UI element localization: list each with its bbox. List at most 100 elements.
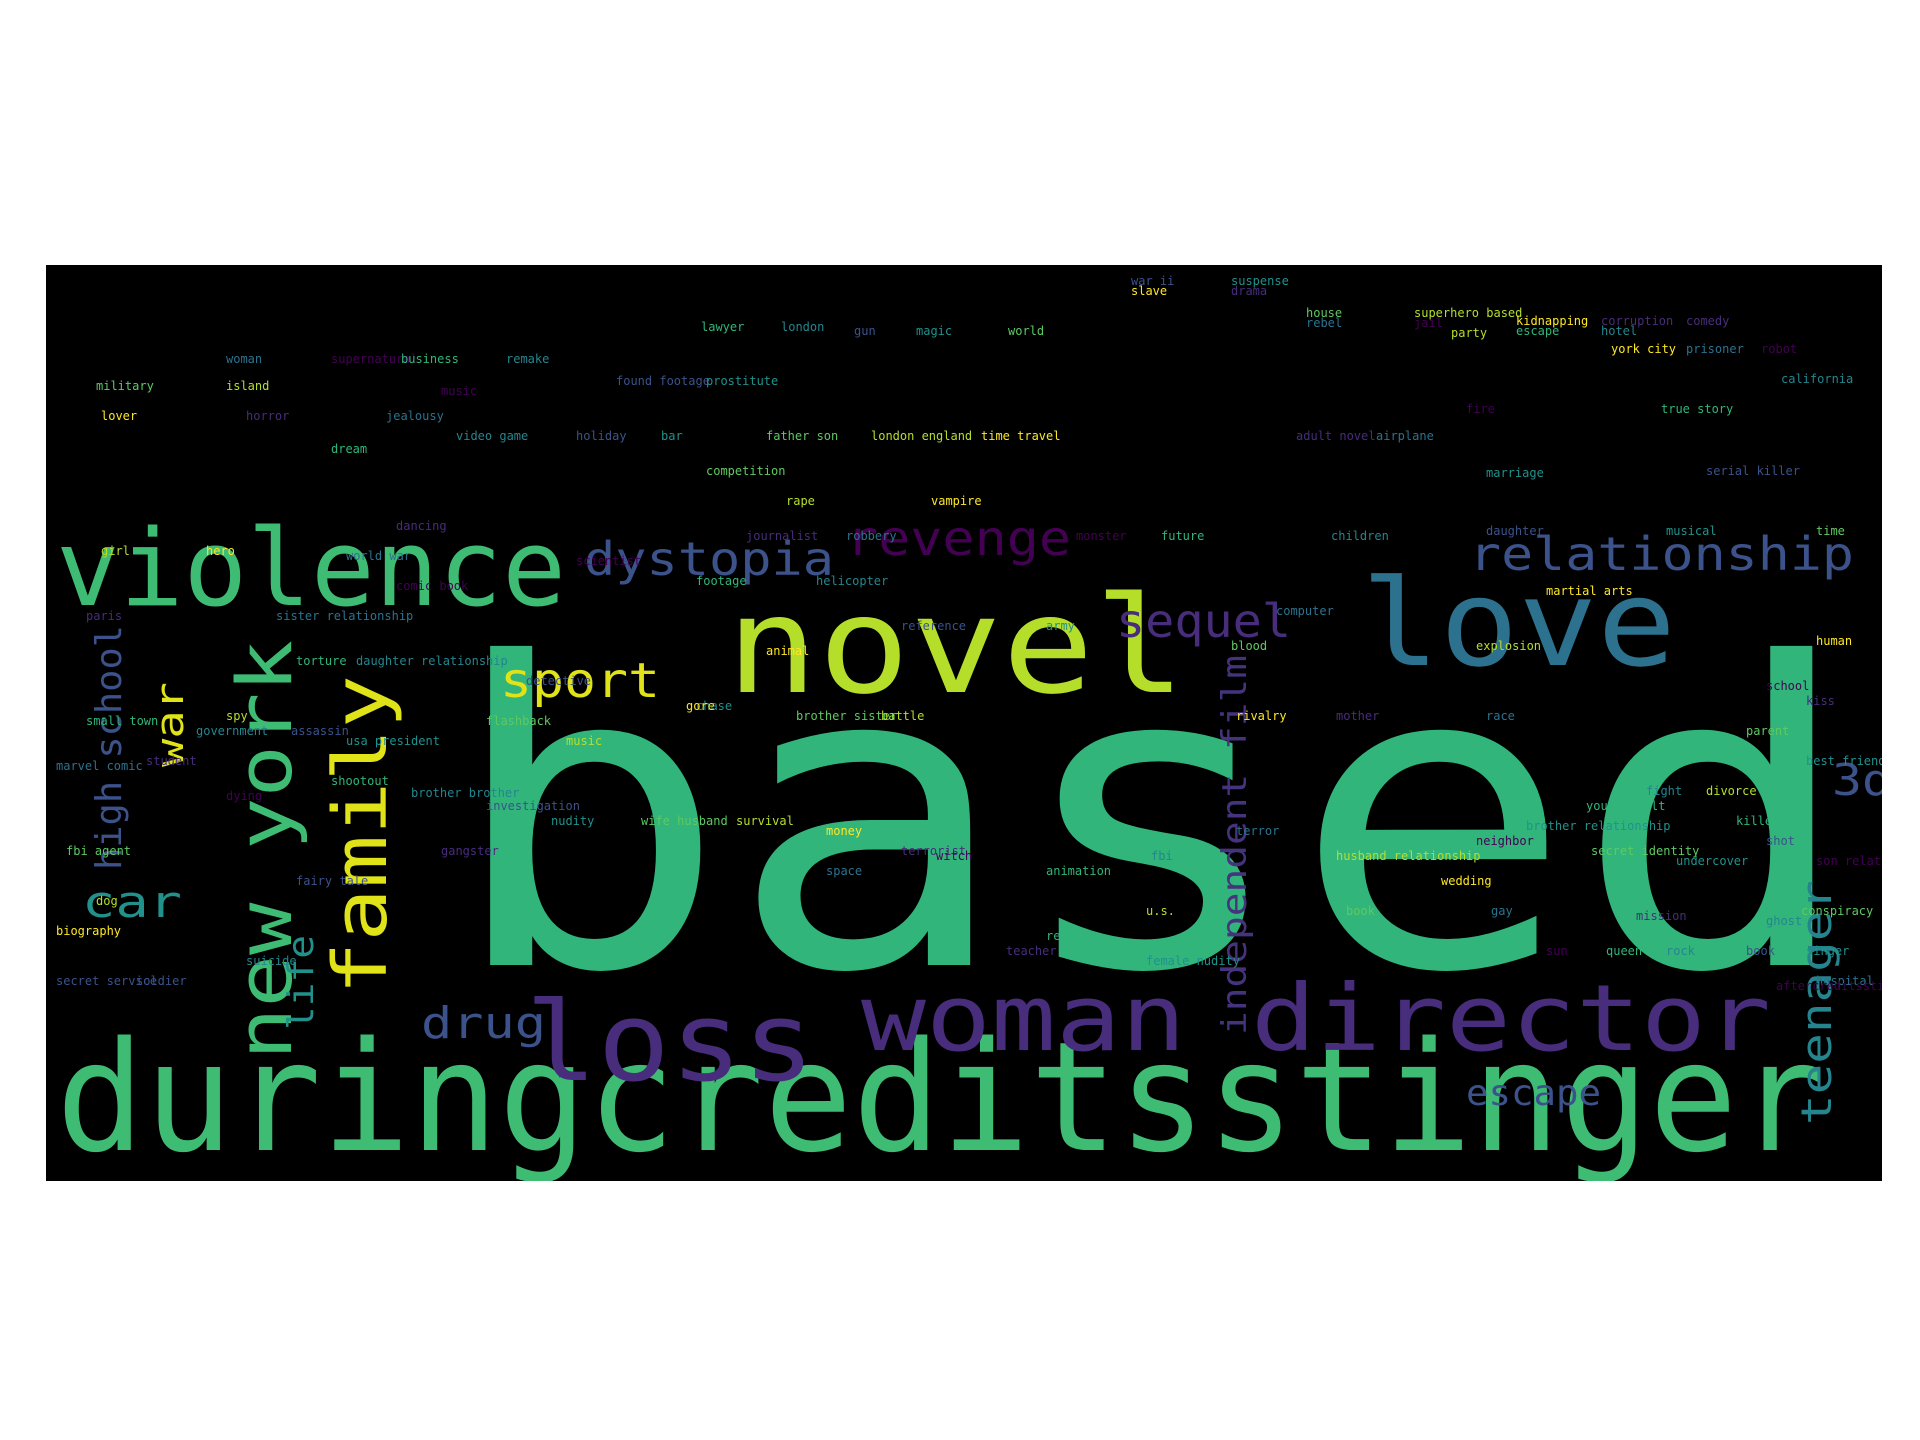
cloud-small-word: book	[1346, 904, 1376, 918]
cloud-small-word: drama	[1231, 284, 1267, 298]
cloud-small-word: island	[226, 379, 269, 393]
cloud-small-word: book	[1746, 944, 1776, 958]
cloud-small-word: time	[1816, 524, 1845, 538]
cloud-small-word: conspiracy	[1801, 904, 1873, 918]
cloud-small-word: helicopter	[816, 574, 888, 588]
cloud-word-teenager: teenager	[1792, 880, 1841, 1125]
cloud-small-word: york city	[1611, 342, 1676, 356]
cloud-small-word: father son	[766, 429, 838, 443]
cloud-small-word: comedy	[1686, 314, 1729, 328]
cloud-small-word: computer	[1276, 604, 1334, 618]
cloud-small-word: killer	[1736, 814, 1779, 828]
cloud-small-word: magic	[916, 324, 952, 338]
cloud-word-sport: sport	[500, 653, 660, 709]
cloud-small-word: world war	[346, 549, 411, 563]
cloud-small-word: singer	[1806, 944, 1849, 958]
cloud-small-word: robbery	[846, 529, 897, 543]
cloud-word-based: based	[446, 576, 1856, 1065]
cloud-small-word: space	[826, 864, 862, 878]
cloud-small-word: assassin	[291, 724, 349, 738]
cloud-small-word: biography	[56, 924, 121, 938]
cloud-small-word: horror	[246, 409, 289, 423]
cloud-small-word: hotel	[1601, 324, 1637, 338]
cloud-small-word: student	[146, 754, 197, 768]
cloud-word-war: war	[148, 682, 192, 767]
cloud-small-word: comic book	[396, 579, 469, 593]
cloud-word-sequel: sequel	[1116, 594, 1291, 648]
cloud-small-word: scientist	[576, 554, 641, 568]
cloud-word-3d: 3d	[1832, 755, 1882, 806]
cloud-small-word: jail	[1414, 316, 1443, 330]
cloud-small-word: monster	[1076, 529, 1127, 543]
cloud-small-word: vampire	[931, 494, 982, 508]
cloud-word-new-york: new york	[220, 640, 309, 1060]
cloud-small-word: flashback	[486, 714, 552, 728]
cloud-small-word: queen	[1606, 944, 1642, 958]
cloud-small-word: children	[1331, 529, 1389, 543]
cloud-small-word: london england	[871, 429, 972, 443]
cloud-word-woman-director: woman director	[861, 965, 1771, 1072]
cloud-small-word: robot	[1761, 342, 1797, 356]
cloud-small-word: u.s.	[1146, 904, 1175, 918]
cloud-small-word: chase	[696, 699, 732, 713]
cloud-small-word: explosion	[1476, 639, 1541, 653]
cloud-small-word: secret identity	[1591, 844, 1699, 858]
cloud-small-word: dog	[96, 894, 118, 908]
cloud-word-drug: drug	[421, 998, 546, 1049]
cloud-small-word: dream	[331, 442, 367, 456]
cloud-small-word: remake	[506, 352, 549, 366]
cloud-small-word: house	[1306, 306, 1342, 320]
cloud-small-word: escape	[1516, 324, 1559, 338]
cloud-small-word: daughter relationship	[356, 654, 508, 668]
cloud-small-word: kidnapping	[1516, 314, 1588, 328]
cloud-small-word: dying	[226, 789, 262, 803]
cloud-word-violence: violence	[56, 507, 566, 630]
cloud-small-word: reference	[901, 619, 966, 633]
cloud-small-word: sister relationship	[276, 609, 413, 623]
cloud-small-word: mother	[1336, 709, 1379, 723]
cloud-small-word: prostitute	[706, 374, 778, 388]
cloud-small-word: brother brother	[411, 786, 519, 800]
cloud-small-word: gun	[854, 324, 876, 338]
cloud-small-word: young adult	[1586, 799, 1665, 813]
cloud-small-word: slave	[1131, 284, 1167, 298]
cloud-small-word: musical	[1666, 524, 1717, 538]
cloud-small-word: kiss	[1806, 694, 1835, 708]
cloud-small-word: detective	[526, 674, 591, 688]
cloud-small-word: rivalry	[1236, 709, 1287, 723]
cloud-small-word: sun	[1546, 944, 1568, 958]
cloud-word-independent-film: independent film	[1215, 655, 1255, 1035]
cloud-small-word: lover	[101, 409, 137, 423]
cloud-small-word: terror	[1236, 824, 1279, 838]
cloud-small-word: ghost	[1766, 914, 1802, 928]
cloud-small-word: nudity	[551, 814, 594, 828]
cloud-word-family: family	[318, 675, 404, 995]
cloud-word-escape: escape	[1466, 1073, 1601, 1114]
cloud-small-word: found footage	[616, 374, 710, 388]
cloud-small-word: holiday	[576, 429, 627, 443]
cloud-small-word: rebel	[1306, 316, 1342, 330]
cloud-small-word: jealousy	[386, 409, 444, 423]
cloud-small-word: time travel	[981, 429, 1060, 443]
cloud-small-word: small town	[86, 714, 158, 728]
cloud-small-word: usa president	[346, 734, 440, 748]
cloud-small-word: shot	[1766, 834, 1795, 848]
cloud-small-word: secret service	[56, 974, 157, 988]
cloud-small-word: fire	[1466, 402, 1495, 416]
cloud-small-word: dancing	[396, 519, 447, 533]
cloud-small-word: bar	[661, 429, 683, 443]
cloud-small-word: gore	[686, 699, 715, 713]
cloud-small-word: brother relationship	[1526, 819, 1671, 833]
cloud-small-word: torture	[296, 654, 347, 668]
cloud-small-word: spy	[226, 709, 248, 723]
cloud-small-word: airplane	[1376, 429, 1434, 443]
cloud-word-novel: novel	[726, 568, 1186, 724]
cloud-small-word: serial killer	[1706, 464, 1800, 478]
cloud-small-word: animation	[1046, 864, 1111, 878]
cloud-small-word: video game	[456, 429, 528, 443]
word-cloud: based duringcreditsstinger violence novel lo…	[46, 265, 1882, 1181]
cloud-small-word: brother sister	[796, 709, 897, 723]
cloud-word-love: love	[1361, 555, 1676, 694]
cloud-small-word: survival	[736, 814, 794, 828]
